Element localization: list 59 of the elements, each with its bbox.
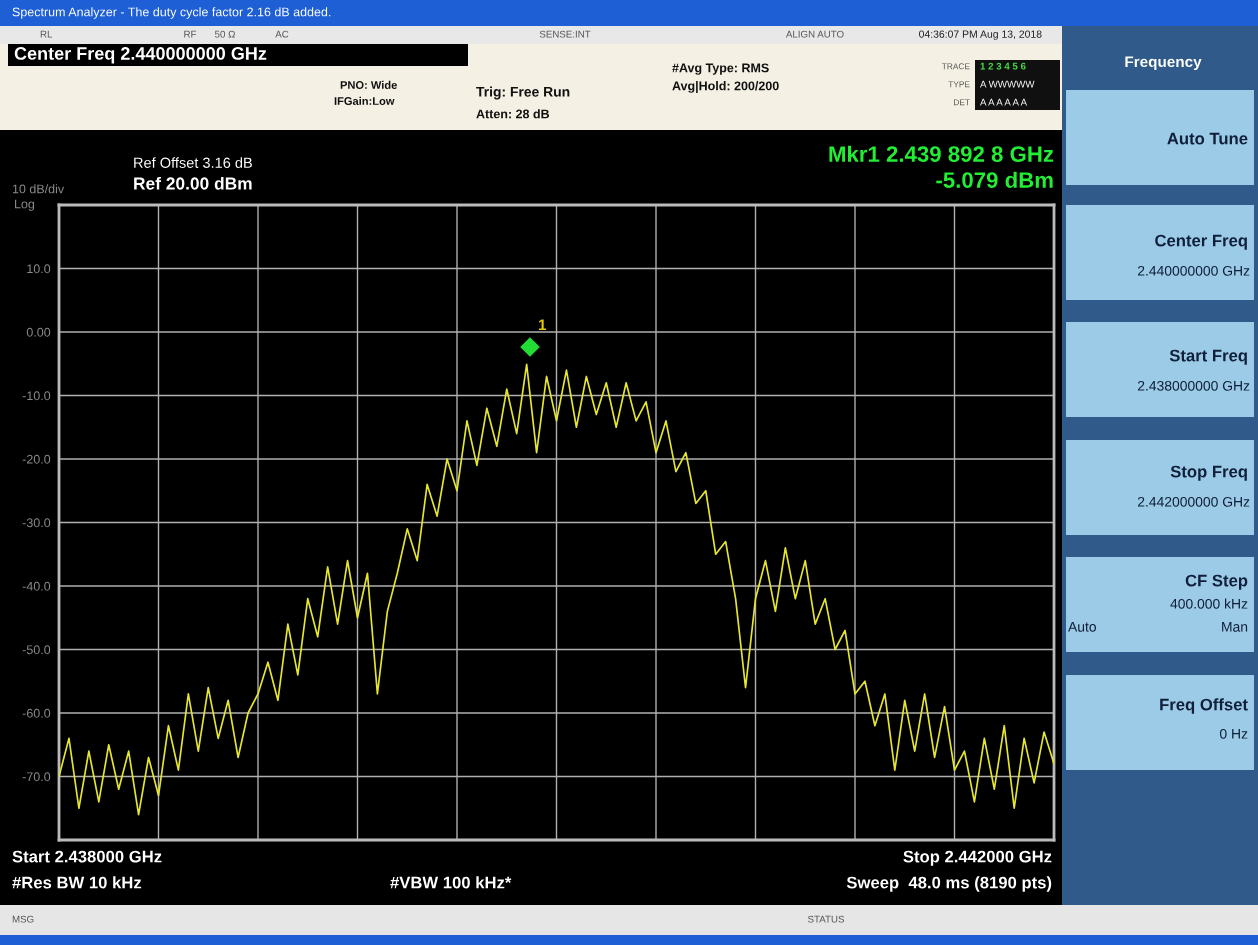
y-tick-label: -50.0: [22, 645, 51, 655]
text: 0 Hz: [1219, 728, 1248, 739]
text: #Res BW 10 kHz: [12, 876, 142, 889]
text: TYPE: [948, 81, 970, 88]
text: 2.440000000 GHz: [1137, 265, 1250, 276]
text: 2.442000000 GHz: [1137, 496, 1250, 507]
text: RL: [40, 30, 53, 38]
y-tick-label: -70.0: [22, 772, 51, 782]
text: AC: [275, 30, 289, 38]
chart-title: Spectrum Analyzer - The duty cycle factor 2.16 dB added.: [12, 7, 331, 19]
text: Avg|Hold: 200/200: [672, 81, 779, 93]
text: SENSE:INT: [539, 30, 591, 38]
text: 1 2 3 4 5 6: [980, 62, 1026, 70]
text: #Avg Type: RMS: [672, 63, 769, 75]
y-tick-label: 10.0: [27, 264, 51, 274]
text: TRACE: [941, 63, 970, 70]
text: Ref 20.00 dBm: [134, 176, 252, 190]
text: 400.000 kHz: [1170, 598, 1248, 609]
text: Start Freq: [1169, 349, 1247, 365]
text: Atten: 28 dB: [476, 109, 550, 119]
text: A A A A A A: [980, 98, 1028, 106]
text: MSG: [12, 915, 34, 923]
text: Man: [1222, 622, 1248, 632]
text: Auto Tune: [1167, 132, 1248, 145]
text: A WWWWW: [980, 80, 1035, 88]
y-tick-label: -20.0: [22, 454, 51, 464]
text: Ref Offset 3.16 dB: [134, 157, 252, 168]
line-series: [59, 363, 1054, 816]
text: Mkr1 2.439 892 8 GHz: [829, 145, 1054, 162]
text: Auto: [1068, 622, 1096, 632]
text: ALIGN AUTO: [785, 30, 844, 38]
text: Trig: Free Run: [476, 86, 570, 100]
y-tick-label: -40.0: [22, 581, 51, 591]
text: IFGain:Low: [334, 96, 395, 105]
text: Sweep 48.0 ms (8190 pts): [846, 876, 1052, 892]
text: 10 dB/div: [12, 184, 65, 194]
y-tick-label: 0.00: [26, 327, 51, 337]
y-tick-label: -30.0: [22, 518, 51, 528]
annotation: 1: [538, 319, 547, 330]
text: Stop 2.442000 GHz: [903, 850, 1052, 866]
text: Log: [15, 199, 35, 211]
text: Start 2.438000 GHz: [12, 850, 162, 863]
y-tick-label: -60.0: [22, 708, 51, 718]
text: #VBW 100 kHz*: [390, 876, 512, 889]
text: DET: [954, 99, 970, 106]
text: 2.438000000 GHz: [1137, 380, 1250, 391]
text: PNO: Wide: [340, 80, 397, 89]
text: STATUS: [807, 915, 845, 923]
text: CF Step: [1185, 574, 1248, 590]
text: Center Freq 2.440000000 GHz: [14, 47, 267, 64]
text: 50 Ω: [215, 30, 235, 38]
text: RF: [184, 30, 197, 38]
text: -5.079 dBm: [936, 171, 1053, 188]
text: Freq Offset: [1160, 698, 1248, 714]
text: Stop Freq: [1170, 465, 1247, 481]
y-tick-label: -10.0: [22, 391, 51, 401]
text: Frequency: [1125, 56, 1202, 71]
text: Center Freq: [1155, 234, 1247, 250]
text: 04:36:07 PM Aug 13, 2018: [919, 30, 1042, 40]
